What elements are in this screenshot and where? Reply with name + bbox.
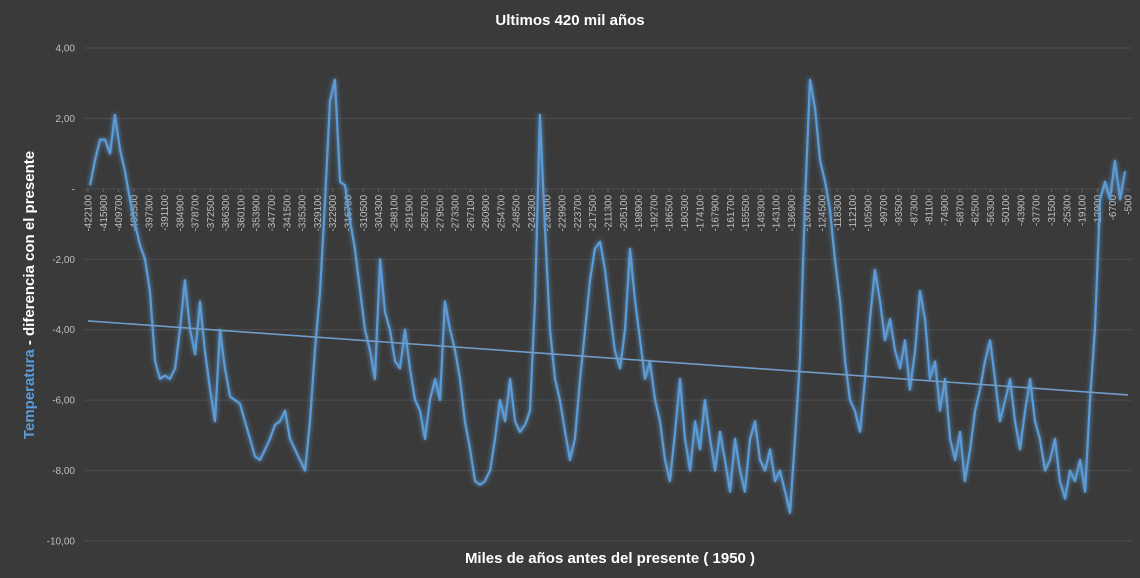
x-tick-label: -347700 — [267, 194, 278, 231]
x-tick-label: -384900 — [175, 194, 186, 231]
x-tick-label: -149300 — [756, 194, 767, 231]
temperature-line — [88, 78, 1127, 514]
x-tick-label: -62500 — [971, 194, 982, 226]
x-tick-label: -155500 — [741, 194, 752, 231]
x-tick-label: -329100 — [313, 194, 324, 231]
x-tick-label: -409700 — [114, 194, 125, 231]
x-tick-label: -310500 — [359, 194, 370, 231]
x-tick-label: -391100 — [160, 194, 171, 230]
y-axis-title-highlight: Temperatura — [21, 349, 38, 439]
y-axis-title-rest: - diferencia con el presente — [21, 151, 38, 349]
x-tick-label: -68700 — [955, 194, 966, 226]
x-tick-label: -93500 — [894, 194, 905, 226]
x-tick-label: -205100 — [619, 194, 630, 231]
x-tick-label: -56300 — [986, 194, 997, 226]
y-tick-label: 4,00 — [56, 44, 76, 55]
x-tick-label: -223700 — [573, 194, 584, 231]
x-tick-label: -25300 — [1062, 194, 1073, 226]
x-tick-label: -12900 — [1093, 194, 1104, 226]
x-tick-label: -254700 — [496, 194, 507, 231]
x-tick-label: -248500 — [512, 194, 523, 231]
x-tick-label: -260900 — [481, 194, 492, 231]
x-tick-label: -335300 — [298, 194, 309, 231]
x-tick-label: -366300 — [221, 194, 232, 231]
x-tick-label: -291900 — [405, 194, 416, 231]
x-tick-label: -124500 — [818, 194, 829, 231]
y-tick-label: -2,00 — [52, 255, 75, 266]
x-tick-label: -322900 — [328, 194, 339, 231]
x-tick-label: -112100 — [848, 194, 859, 230]
x-tick-label: -174100 — [695, 194, 706, 231]
x-tick-label: -229900 — [558, 194, 569, 231]
x-tick-label: -236100 — [542, 194, 553, 231]
x-tick-label: -50100 — [1001, 194, 1012, 226]
x-tick-label: -198900 — [634, 194, 645, 231]
x-tick-label: -180300 — [680, 194, 691, 231]
x-tick-label: -403500 — [129, 194, 140, 231]
x-tick-label: -353900 — [252, 194, 263, 231]
y-tick-label: -10,00 — [47, 537, 76, 548]
trend-line — [87, 320, 1129, 396]
x-tick-label: -105900 — [864, 194, 875, 231]
x-tick-label: -279500 — [435, 194, 446, 231]
x-tick-label: -87300 — [909, 194, 920, 226]
x-tick-label: -143100 — [772, 194, 783, 231]
x-tick-label: -372500 — [206, 194, 217, 231]
y-tick-label: 2,00 — [56, 114, 76, 125]
x-tick-label: -285700 — [420, 194, 431, 231]
y-tick-label: - — [72, 184, 75, 195]
x-tick-label: -186500 — [665, 194, 676, 231]
x-axis-title: Miles de años antes del presente ( 1950 … — [465, 550, 755, 567]
y-tick-label: -8,00 — [52, 466, 75, 477]
x-tick-label: -242300 — [527, 194, 538, 231]
x-tick-label: -360100 — [236, 194, 247, 231]
x-tick-label: -304300 — [374, 194, 385, 231]
x-tick-label: -378700 — [191, 194, 202, 231]
x-tick-label: -397300 — [145, 194, 156, 231]
x-tick-label: -81100 — [925, 194, 936, 225]
y-axis-title: Temperatura - diferencia con el presente — [21, 151, 38, 439]
x-tick-label: -192700 — [649, 194, 660, 231]
x-tick-label: -211300 — [604, 194, 615, 230]
x-tick-label: -273300 — [451, 194, 462, 231]
x-tick-label: -298100 — [389, 194, 400, 231]
x-tick-label: -341500 — [282, 194, 293, 231]
x-tick-label: -267100 — [466, 194, 477, 231]
x-tick-label: -6700 — [1108, 194, 1119, 220]
x-tick-label: -37700 — [1032, 194, 1043, 226]
x-tick-label: -118300 — [833, 194, 844, 230]
x-tick-label: -217500 — [588, 194, 599, 231]
x-tick-label: -161700 — [726, 194, 737, 231]
x-tick-label: -415900 — [99, 194, 110, 231]
x-tick-label: -19100 — [1078, 194, 1089, 226]
x-tick-label: -500 — [1124, 194, 1135, 214]
y-tick-label: -4,00 — [52, 325, 75, 336]
x-tick-label: -130700 — [802, 194, 813, 231]
x-tick-label: -43900 — [1016, 194, 1027, 226]
x-tick-label: -99700 — [879, 194, 890, 226]
chart-title: Ultimos 420 mil años — [495, 12, 644, 29]
x-tick-label: -422100 — [84, 194, 95, 231]
x-tick-label: -31500 — [1047, 194, 1058, 226]
x-tick-label: -136900 — [787, 194, 798, 231]
x-tick-label: -167900 — [711, 194, 722, 231]
x-tick-label: -74900 — [940, 194, 951, 226]
y-tick-label: -6,00 — [52, 396, 75, 407]
